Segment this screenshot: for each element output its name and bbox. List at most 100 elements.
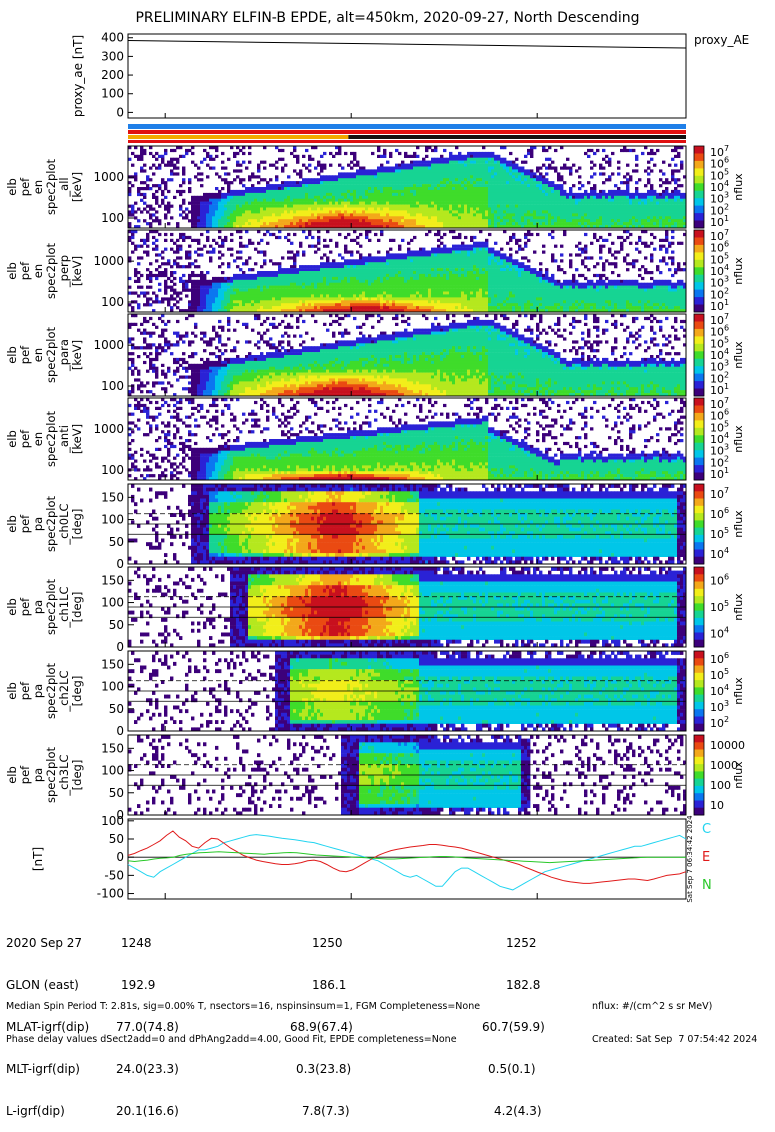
spectrogram-cell [353,283,356,286]
spectrogram-cell [209,216,212,219]
spectrogram-cell [329,208,332,211]
spectrogram-cell [239,205,242,208]
spectrogram-cell [626,196,629,199]
spectrogram-cell [449,210,452,213]
spectrogram-cell [431,213,434,216]
spectrogram-cell [398,190,401,193]
spectrogram-cell [674,216,677,219]
spectrogram-cell [422,205,425,208]
spectrogram-cell [263,292,266,295]
spectrogram-cell [311,202,314,205]
spectrogram-cell [230,283,233,286]
spectrogram-cell [269,271,272,274]
spectrogram-cell [455,199,458,202]
spectrogram-cell [641,208,644,211]
spectrogram-cell [467,184,470,187]
spectrogram-cell [326,219,329,222]
spectrogram-cell [314,210,317,213]
spectrogram-cell [422,161,425,164]
spectrogram-cell [662,196,665,199]
spectrogram-cell [137,303,140,306]
spectrogram-cell [425,164,428,167]
spectrogram-cell [257,167,260,170]
spectrogram-cell [635,169,638,172]
spectrogram-cell [347,286,350,289]
spectrogram-cell [422,172,425,175]
spectrogram-cell [323,205,326,208]
spectrogram-cell [608,208,611,211]
spectrogram-cell [431,222,434,225]
spectrogram-cell [224,277,227,280]
spectrogram-cell [521,199,524,202]
spectrogram-cell [650,219,653,222]
spectrogram-cell [350,219,353,222]
spectrogram-cell [146,205,149,208]
spectrogram-cell [407,187,410,190]
spectrogram-cell [341,262,344,265]
spectrogram-cell [311,268,314,271]
spectrogram-cell [521,222,524,225]
spectrogram-cell [533,172,536,175]
spectrogram-cell [281,277,284,280]
spectrogram-cell [299,172,302,175]
spectrogram-cell [389,259,392,262]
spectrogram-cell [278,268,281,271]
spectrogram-cell [137,245,140,248]
spectrogram-cell [197,196,200,199]
spectrogram-cell [299,300,302,303]
spectrogram-cell [659,213,662,216]
spectrogram-cell [389,280,392,283]
spectrogram-cell [239,300,242,303]
spectrogram-cell [323,213,326,216]
spectrogram-cell [644,210,647,213]
spectrogram-cell [164,274,167,277]
spectrogram-cell [326,289,329,292]
spectrogram-cell [662,193,665,196]
spectrogram-cell [302,297,305,300]
spectrogram-cell [596,199,599,202]
spectrogram-cell [290,277,293,280]
spectrogram-cell [254,306,257,309]
spectrogram-cell [467,175,470,178]
spectrogram-cell [455,208,458,211]
spectrogram-cell [173,158,176,161]
spectrogram-cell [338,205,341,208]
spectrogram-cell [635,196,638,199]
spectrogram-cell [266,271,269,274]
spectrogram-cell [347,184,350,187]
spectrogram-cell [140,155,143,158]
spectrogram-cell [347,259,350,262]
spectrogram-cell [185,253,188,256]
spectrogram-cell [506,199,509,202]
spectrogram-cell [362,190,365,193]
spectrogram-cell [554,222,557,225]
spectrogram-cell [458,213,461,216]
spectrogram-cell [416,196,419,199]
spectrogram-cell [350,303,353,306]
spectrogram-cell [143,169,146,172]
spectrogram-cell [332,300,335,303]
spectrogram-cell [344,277,347,280]
spectrogram-cell [398,265,401,268]
spectrogram-cell [362,292,365,295]
spectrogram-cell [290,280,293,283]
spectrogram-cell [242,245,245,248]
spectrogram-cell [524,222,527,225]
spectrogram-cell [494,178,497,181]
spectrogram-cell [260,283,263,286]
spectrogram-cell [374,306,377,309]
spectrogram-cell [281,196,284,199]
spectrogram-cell [506,169,509,172]
spectrogram-cell [590,202,593,205]
spectrogram-cell [374,233,377,236]
spectrogram-cell [365,199,368,202]
spectrogram-cell [359,187,362,190]
spectrogram-cell [434,196,437,199]
spectrogram-cell [221,283,224,286]
spectrogram-cell [383,193,386,196]
spectrogram-cell [362,297,365,300]
spectrogram-cell [521,178,524,181]
spectrogram-cell [350,265,353,268]
spectrogram-cell [323,196,326,199]
spectrogram-cell [248,306,251,309]
